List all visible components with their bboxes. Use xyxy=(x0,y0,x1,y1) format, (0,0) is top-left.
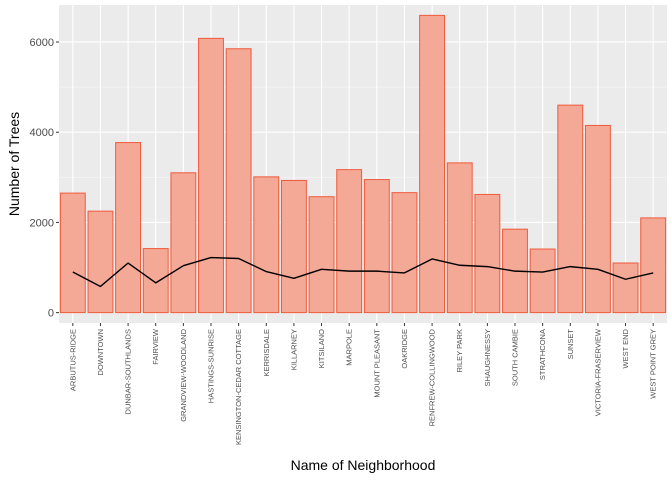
x-tick-label-4: GRANDVIEW-WOODLAND xyxy=(179,328,188,421)
x-tick-label-19: VICTORIA-FRASERVIEW xyxy=(593,328,602,416)
bar-20 xyxy=(612,262,639,314)
x-tick-label-8: KILLARNEY xyxy=(289,329,298,370)
x-axis: ARBUTUS-RIDGE DOWNTOWN DUNBAR-SOUTHLANDS FA… xyxy=(68,323,658,445)
bars xyxy=(59,14,667,314)
bar-1 xyxy=(87,210,114,314)
trend-line xyxy=(72,256,654,288)
bar-2 xyxy=(115,142,142,314)
x-tick-label-0: ARBUTUS-RIDGE xyxy=(68,329,77,391)
bar-0 xyxy=(59,192,86,314)
bar-4 xyxy=(170,172,197,314)
x-tick-label-18: SUNSET xyxy=(566,329,575,360)
x-tick-label-21: WEST POINT GREY xyxy=(649,329,658,399)
x-tick-label-1: DOWNTOWN xyxy=(96,329,105,376)
x-axis-title: Name of Neighborhood xyxy=(291,457,436,473)
x-tick-label-5: HASTINGS-SUNRISE xyxy=(207,329,216,403)
x-tick-label-14: RILEY PARK xyxy=(455,329,464,373)
x-tick-label-6: KENSINGTON-CEDAR COTTAGE xyxy=(234,329,243,445)
bar-19 xyxy=(584,124,611,314)
bar-13 xyxy=(419,14,446,314)
bar-8 xyxy=(280,179,307,314)
y-tick-label-1: 2000 xyxy=(30,217,54,229)
bar-3 xyxy=(142,248,169,314)
x-tick-label-10: MARPOLE xyxy=(345,329,354,366)
bar-11 xyxy=(363,179,390,314)
x-tick-label-11: MOUNT PLEASANT xyxy=(372,329,381,398)
bar-5 xyxy=(198,37,224,314)
bar-9 xyxy=(308,196,335,314)
y-axis: 0 2000 4000 6000 xyxy=(30,37,59,320)
x-tick-label-9: KITSILANO xyxy=(317,329,326,368)
bar-17 xyxy=(529,248,556,314)
bar-10 xyxy=(336,169,363,314)
x-tick-label-7: KERRISDALE xyxy=(262,329,271,377)
trend-line-layer xyxy=(72,256,654,288)
bar-14 xyxy=(446,162,473,314)
x-tick-label-17: STRATHCONA xyxy=(538,329,547,380)
bar-6 xyxy=(225,48,252,314)
x-tick-label-3: FAIRVIEW xyxy=(151,328,160,365)
y-tick-label-3: 6000 xyxy=(30,37,54,49)
bar-12 xyxy=(391,192,418,314)
y-tick-label-2: 4000 xyxy=(30,127,54,139)
x-tick-label-13: RENFREW-COLLINGWOOD xyxy=(428,328,437,426)
bar-7 xyxy=(253,176,280,314)
bar-21 xyxy=(640,217,667,314)
x-tick-label-12: OAKRIDGE xyxy=(400,329,409,369)
y-tick-label-0: 0 xyxy=(48,308,54,320)
x-tick-label-15: SHAUGHNESSY xyxy=(483,329,492,387)
x-tick-label-2: DUNBAR-SOUTHLANDS xyxy=(124,329,133,414)
x-tick-label-16: SOUTH CAMBIE xyxy=(511,329,520,386)
bar-18 xyxy=(557,104,584,314)
y-axis-title: Number of Trees xyxy=(6,112,22,216)
bar-15 xyxy=(474,193,501,314)
x-tick-label-20: WEST END xyxy=(621,328,630,368)
